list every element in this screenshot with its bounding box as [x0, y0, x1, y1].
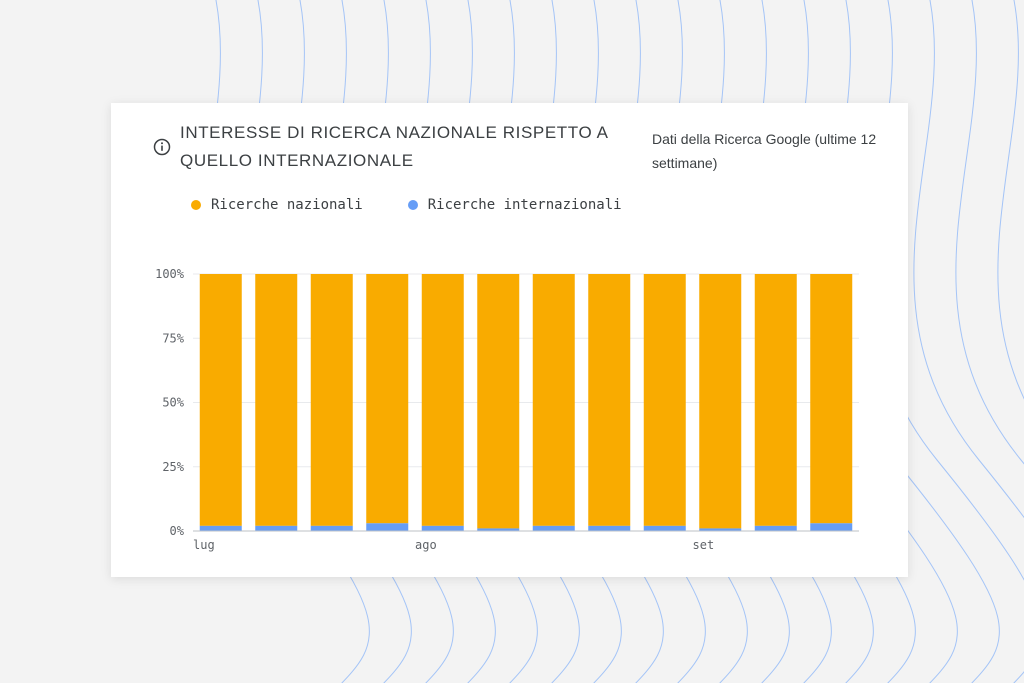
bar-international[interactable]: [477, 528, 520, 531]
bar-international[interactable]: [310, 525, 353, 531]
bar-international[interactable]: [366, 523, 409, 531]
background-wave-line: [913, 0, 1024, 519]
bar-national[interactable]: [366, 274, 409, 524]
bar-international[interactable]: [199, 525, 242, 531]
bar-national[interactable]: [643, 274, 686, 526]
bar-national[interactable]: [699, 274, 742, 529]
bar-national[interactable]: [199, 274, 242, 526]
bar-international[interactable]: [754, 525, 797, 531]
x-tick-label: set: [693, 538, 715, 552]
bar-international[interactable]: [255, 525, 298, 531]
x-tick-label: lug: [193, 538, 215, 552]
bar-international[interactable]: [699, 528, 742, 531]
bar-international[interactable]: [588, 525, 631, 531]
bar-national[interactable]: [477, 274, 520, 529]
legend-dot-international: [407, 200, 418, 210]
chart-title: INTERESSE DI RICERCA NAZIONALE RISPETTO …: [180, 123, 608, 170]
bar-national[interactable]: [754, 274, 797, 526]
bar-national[interactable]: [532, 274, 575, 526]
chart-card: INTERESSE DI RICERCA NAZIONALE RISPETTO …: [111, 103, 908, 577]
info-icon[interactable]: [153, 138, 171, 156]
bar-national[interactable]: [810, 274, 853, 524]
bar-international[interactable]: [532, 525, 575, 531]
stacked-bar-chart: 0% 25% 50% 75% 100% lug ago set: [155, 267, 859, 552]
legend-item-national: Ricerche nazionali: [191, 197, 363, 213]
y-tick-label: 100%: [155, 267, 185, 281]
data-source-note: Dati della Ricerca Google (ultime 12 set…: [652, 131, 877, 171]
legend-label-national: Ricerche nazionali: [211, 197, 363, 213]
bar-national[interactable]: [421, 274, 464, 526]
background-wave-line: [997, 0, 1024, 400]
y-tick-label: 75%: [162, 331, 184, 345]
bar-national[interactable]: [310, 274, 353, 526]
legend: Ricerche nazionali Ricerche internaziona…: [191, 197, 667, 213]
bar-international[interactable]: [643, 525, 686, 531]
bar-international[interactable]: [421, 525, 464, 531]
y-tick-label: 50%: [162, 396, 184, 410]
legend-label-international: Ricerche internazionali: [427, 197, 622, 213]
y-tick-label: 25%: [162, 460, 184, 474]
bar-national[interactable]: [588, 274, 631, 526]
legend-dot-national: [191, 200, 201, 210]
bar-national[interactable]: [255, 274, 298, 526]
x-tick-label: ago: [415, 538, 437, 552]
legend-item-international: Ricerche internazionali: [407, 197, 622, 213]
bar-international[interactable]: [810, 523, 853, 531]
y-tick-label: 0%: [170, 524, 185, 538]
background-wave-line: [955, 0, 1024, 465]
